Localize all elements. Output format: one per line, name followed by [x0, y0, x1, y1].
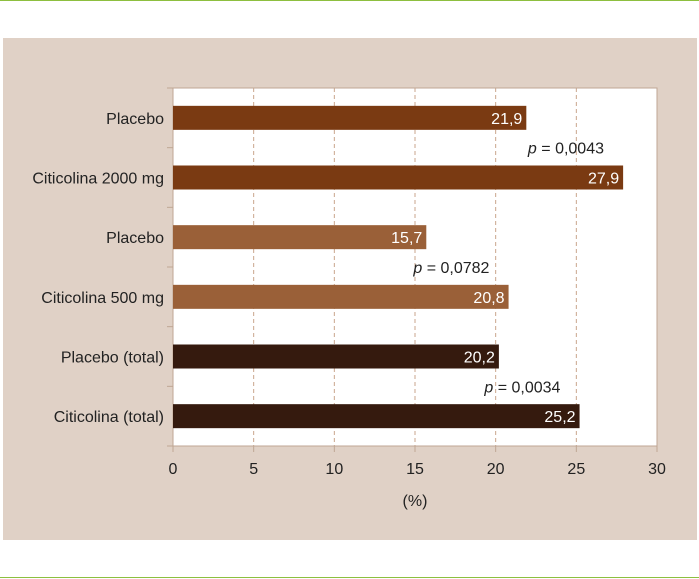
x-tick-label: 0 [169, 461, 178, 478]
category-labels: Placebo Citicolina 2000 mg Placebo Citicoli… [32, 111, 164, 426]
bar-value-label: 20,8 [473, 290, 504, 307]
top-rule [0, 0, 699, 1]
bar-value-label: 25,2 [544, 409, 575, 426]
x-tick-label: 5 [249, 461, 258, 478]
x-axis-label: (%) [403, 493, 428, 510]
category-label: Placebo [106, 111, 164, 128]
bar-value-label: 20,2 [464, 350, 495, 367]
x-tick-label: 30 [648, 461, 666, 478]
bar [173, 165, 624, 190]
category-label: Citicolina 2000 mg [32, 171, 164, 188]
bar-value-label: 15,7 [391, 230, 422, 247]
bar [173, 225, 427, 250]
bar [173, 344, 499, 369]
x-tick-label: 10 [325, 461, 343, 478]
category-label: Placebo [106, 230, 164, 247]
p-value-annotation: p = 0,0034 [483, 379, 560, 396]
x-tick-label: 25 [567, 461, 585, 478]
bar [173, 284, 509, 309]
p-value-annotation: p = 0,0782 [412, 260, 489, 277]
category-label: Citicolina (total) [54, 409, 164, 426]
category-label: Placebo (total) [61, 350, 164, 367]
x-tick-label: 15 [406, 461, 424, 478]
bar [173, 105, 527, 130]
p-value-annotation: p = 0,0043 [527, 141, 604, 158]
x-tick-label: 20 [487, 461, 505, 478]
x-ticks: 0 5 10 15 20 25 30 [169, 446, 666, 478]
bottom-rule [0, 577, 699, 578]
bars: 21,9 27,9 15,7 20,8 20,2 25,2 [173, 105, 624, 429]
bar-value-label: 21,9 [491, 111, 522, 128]
bar [173, 404, 580, 429]
p-value-annotations: p = 0,0043 p = 0,0782 p = 0,0034 [412, 141, 604, 397]
bar-value-label: 27,9 [588, 171, 619, 188]
category-label: Citicolina 500 mg [41, 290, 164, 307]
